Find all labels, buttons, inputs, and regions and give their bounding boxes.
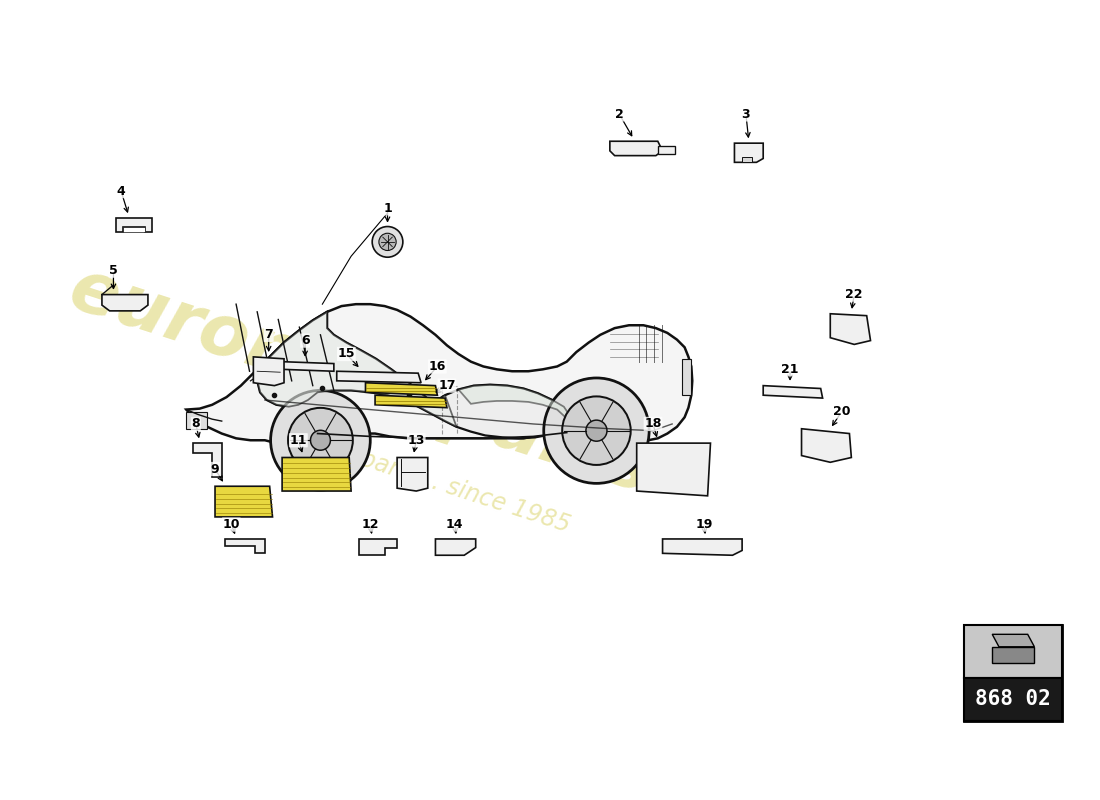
Text: 17: 17 — [438, 379, 455, 392]
Text: 2: 2 — [615, 108, 624, 121]
Polygon shape — [830, 314, 870, 345]
Text: 1: 1 — [383, 202, 392, 215]
Polygon shape — [192, 443, 222, 477]
Polygon shape — [375, 395, 447, 408]
Circle shape — [586, 420, 607, 442]
Polygon shape — [397, 458, 428, 491]
Polygon shape — [662, 539, 742, 555]
Text: 7: 7 — [264, 328, 273, 342]
Polygon shape — [224, 539, 265, 554]
Polygon shape — [102, 294, 147, 311]
Polygon shape — [282, 362, 334, 371]
Polygon shape — [365, 382, 438, 395]
Bar — [658, 146, 675, 154]
Bar — [682, 358, 691, 395]
Circle shape — [543, 378, 649, 483]
Text: 6: 6 — [300, 334, 309, 347]
Text: 22: 22 — [846, 288, 864, 301]
Text: 21: 21 — [781, 363, 799, 376]
Polygon shape — [337, 371, 421, 382]
Bar — [965, 626, 1063, 678]
Circle shape — [310, 430, 330, 450]
Text: 16: 16 — [429, 360, 446, 373]
Polygon shape — [359, 539, 397, 555]
Polygon shape — [992, 634, 1034, 646]
Polygon shape — [186, 304, 692, 448]
Bar — [123, 227, 145, 232]
Text: 10: 10 — [222, 518, 240, 531]
Text: 12: 12 — [362, 518, 380, 531]
Circle shape — [372, 226, 403, 258]
Bar — [186, 411, 208, 429]
Circle shape — [562, 397, 630, 465]
Text: 20: 20 — [833, 405, 850, 418]
Bar — [965, 678, 1063, 721]
Polygon shape — [257, 312, 456, 427]
Text: 15: 15 — [338, 347, 355, 361]
Polygon shape — [459, 385, 570, 421]
Polygon shape — [436, 539, 475, 555]
Text: 8: 8 — [191, 418, 200, 430]
Polygon shape — [214, 486, 273, 517]
Polygon shape — [802, 429, 851, 462]
Text: euromotoparts: euromotoparts — [60, 254, 661, 508]
Text: 868 02: 868 02 — [976, 690, 1052, 710]
Polygon shape — [282, 458, 351, 491]
Polygon shape — [257, 312, 570, 438]
Text: 5: 5 — [109, 264, 118, 277]
Bar — [965, 626, 1063, 721]
Text: 13: 13 — [408, 434, 425, 446]
Polygon shape — [253, 357, 284, 386]
Text: 14: 14 — [446, 518, 463, 531]
Text: 18: 18 — [645, 418, 662, 430]
Bar — [742, 157, 751, 162]
Polygon shape — [992, 646, 1034, 663]
Circle shape — [288, 408, 353, 473]
Polygon shape — [609, 142, 662, 156]
Polygon shape — [735, 143, 763, 162]
Circle shape — [271, 390, 371, 490]
Polygon shape — [763, 386, 823, 398]
Polygon shape — [117, 218, 152, 232]
Text: 9: 9 — [211, 462, 219, 475]
Circle shape — [378, 234, 396, 250]
Polygon shape — [637, 443, 711, 496]
Text: 4: 4 — [117, 185, 125, 198]
Text: 19: 19 — [695, 518, 713, 531]
Text: a passion for parts... since 1985: a passion for parts... since 1985 — [206, 397, 573, 537]
Text: 11: 11 — [289, 434, 307, 446]
Text: 3: 3 — [741, 108, 750, 121]
